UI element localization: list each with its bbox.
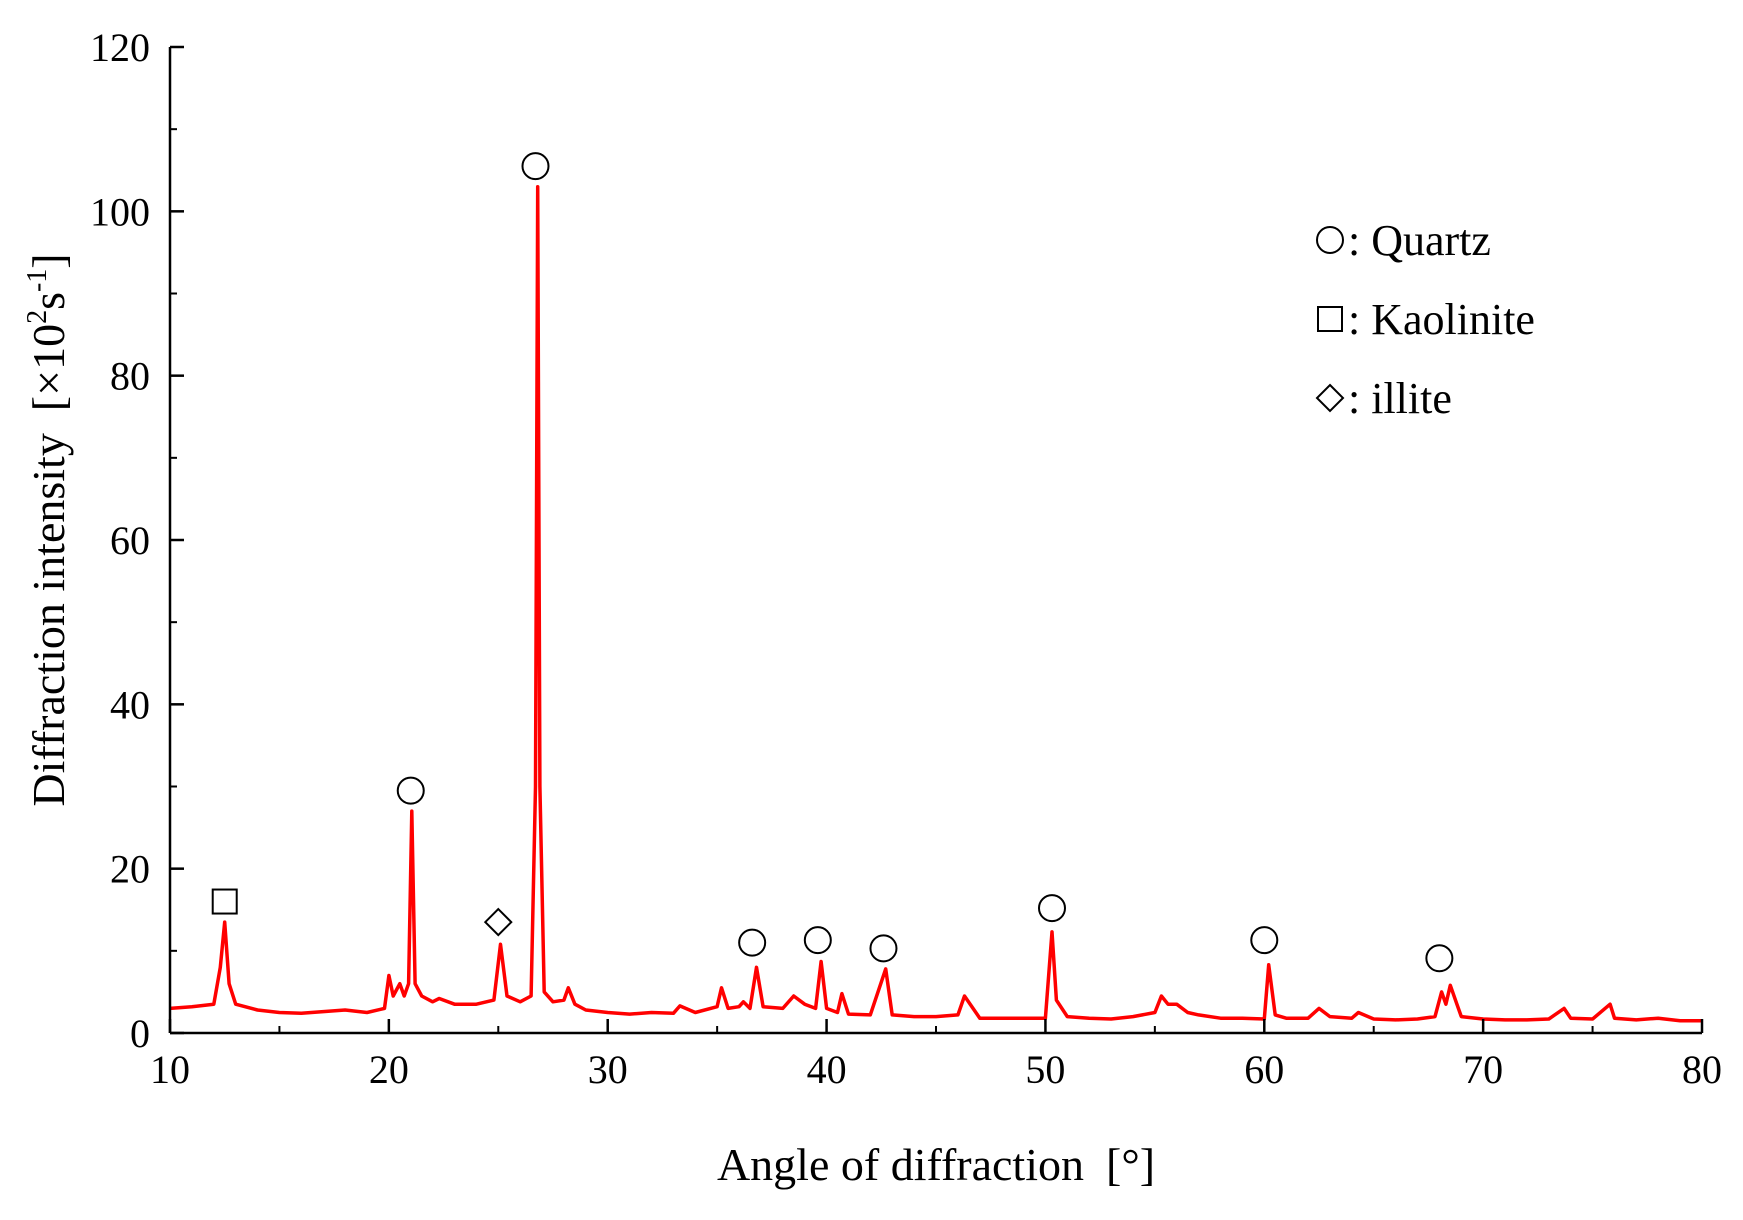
legend-circle-icon	[1316, 226, 1344, 254]
peak-annotations	[211, 152, 1454, 973]
y-tick-label: 40	[110, 682, 150, 727]
legend-label: : Kaolinite	[1348, 295, 1535, 344]
series-line-0	[169, 184, 1702, 1023]
y-axis-title: Diffraction intensity[×102s-1]	[22, 253, 74, 806]
y-tick-label: 0	[130, 1011, 150, 1056]
x-tick-label: 40	[807, 1047, 847, 1092]
peak-marker-circle	[869, 934, 898, 963]
peak-marker-square	[211, 888, 238, 915]
x-tick-label: 50	[1025, 1047, 1065, 1092]
y-tick-label: 100	[90, 189, 150, 234]
legend-label: : Quartz	[1348, 216, 1491, 265]
x-axis-title: Angle of diffraction [°]	[717, 1139, 1155, 1190]
peak-marker-circle	[1250, 926, 1279, 955]
x-tick-label: 80	[1682, 1047, 1722, 1092]
y-tick-label: 60	[110, 518, 150, 563]
y-tick-label: 20	[110, 847, 150, 892]
x-tick-label: 30	[588, 1047, 628, 1092]
peak-marker-circle	[803, 926, 832, 955]
plot-area	[169, 184, 1702, 1023]
legend-label: : illite	[1348, 374, 1452, 423]
peak-marker-circle	[396, 776, 425, 805]
legend-square-icon	[1317, 306, 1343, 332]
x-tick-label: 60	[1244, 1047, 1284, 1092]
peak-marker-circle	[738, 928, 767, 957]
x-tick-label: 10	[150, 1047, 190, 1092]
legend: : Quartz : Kaolinite : illite	[1315, 216, 1535, 423]
y-tick-label: 80	[110, 354, 150, 399]
peak-marker-circle	[1425, 944, 1454, 973]
peak-marker-circle	[1037, 894, 1066, 923]
y-tick-label: 120	[90, 25, 150, 70]
x-tick-label: 70	[1463, 1047, 1503, 1092]
peak-marker-circle	[521, 152, 550, 181]
axes: 10 20 30 40 50 60 70 80 0 20 40 60 80 100 120	[90, 25, 1722, 1092]
x-tick-label: 20	[369, 1047, 409, 1092]
legend-diamond-icon	[1315, 383, 1345, 413]
peak-marker-diamond	[483, 907, 513, 937]
